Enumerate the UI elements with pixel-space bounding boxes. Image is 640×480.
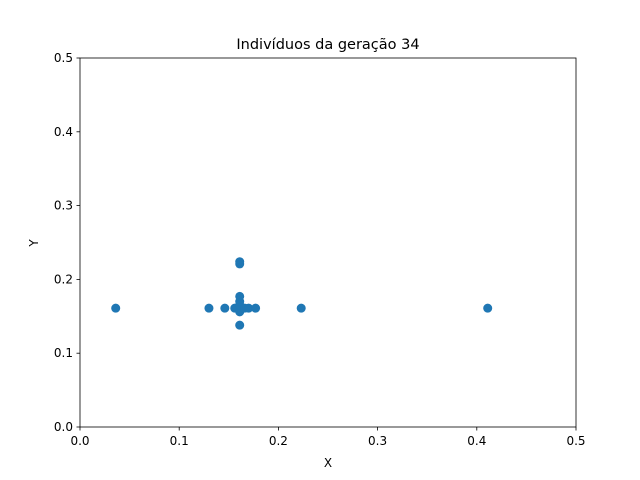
data-point-3 xyxy=(220,303,230,313)
y-tick-label: 0.3 xyxy=(54,199,73,213)
x-tick-label: 0.0 xyxy=(70,434,89,448)
x-tick-label: 0.4 xyxy=(467,434,486,448)
data-point-16 xyxy=(296,303,306,313)
data-point-15 xyxy=(251,303,261,313)
y-tick-label: 0.4 xyxy=(54,125,73,139)
y-tick-label: 0.2 xyxy=(54,272,73,286)
x-tick-label: 0.3 xyxy=(368,434,387,448)
x-tick-label: 0.2 xyxy=(269,434,288,448)
data-point-12 xyxy=(235,257,245,267)
plot-area xyxy=(80,58,576,427)
y-tick-label: 0.0 xyxy=(54,420,73,434)
axes-frame xyxy=(79,57,577,428)
x-tick-label: 0.5 xyxy=(566,434,585,448)
data-point-14 xyxy=(244,303,254,313)
chart-title: Indivíduos da geração 34 xyxy=(236,37,419,53)
data-point-10 xyxy=(235,320,245,330)
data-point-17 xyxy=(483,303,493,313)
y-tick-label: 0.5 xyxy=(54,51,73,65)
data-point-1 xyxy=(111,303,121,313)
x-axis-ticks: 0.0 0.1 0.2 0.3 0.4 0.5 xyxy=(70,427,586,448)
data-point-2 xyxy=(204,303,214,313)
x-axis-label: X xyxy=(324,456,332,470)
y-tick-label: 0.1 xyxy=(54,346,73,360)
data-points xyxy=(111,257,493,330)
x-tick-label: 0.1 xyxy=(170,434,189,448)
data-point-9 xyxy=(235,291,245,301)
y-axis-label: Y xyxy=(27,239,41,248)
y-axis-ticks: 0.0 0.1 0.2 0.3 0.4 0.5 xyxy=(54,51,80,434)
